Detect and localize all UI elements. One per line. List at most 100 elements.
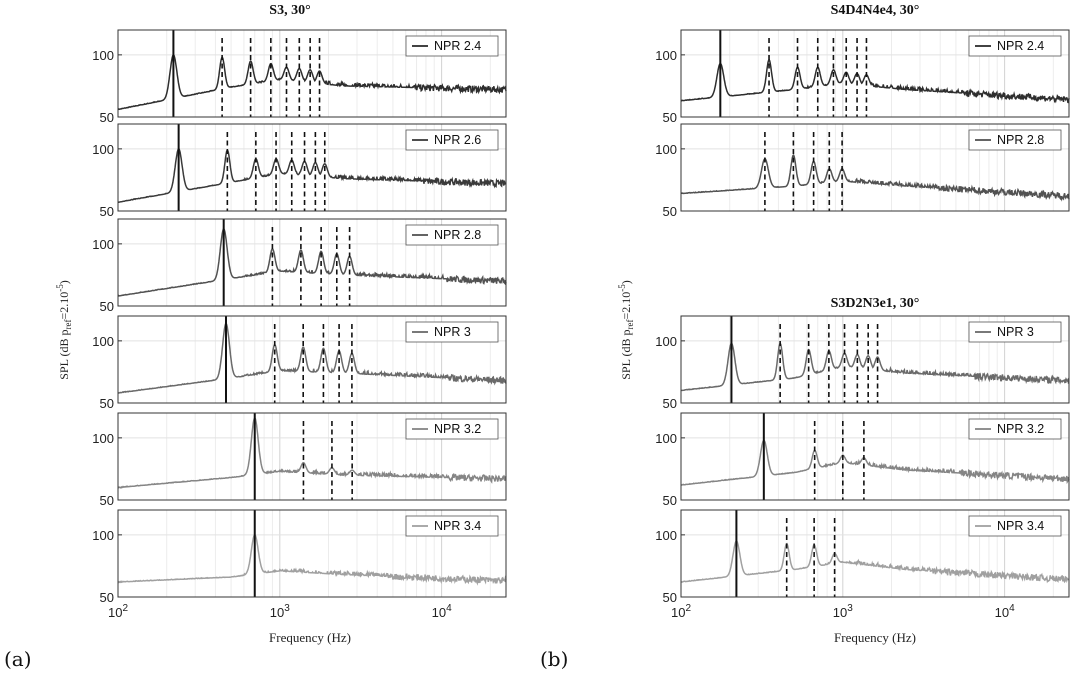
subplot-npr-3: 50 100 NPR 3: [92, 315, 507, 411]
axes-frame: [680, 123, 1070, 212]
spectrum-line-npr-3-4: [117, 533, 507, 586]
axes-frame: [680, 509, 1070, 598]
axes-frame: [680, 315, 1070, 404]
spectrum-line-npr-2-6: [117, 148, 507, 203]
legend-box: [405, 224, 499, 246]
chart-title-s3d2n3e1: S3D2N3e1, 30°: [831, 296, 920, 311]
subplot-npr-2-6: 50 100 NPR 2.6: [92, 123, 507, 219]
y-tick-label: 50: [100, 299, 114, 314]
legend: NPR 2.6: [405, 129, 499, 151]
chart-title-s3: S3, 30°: [269, 3, 310, 18]
spectrum-line-npr-2-8: [117, 227, 507, 297]
y-axis-label-b: SPL (dB pref=2.10-5): [617, 280, 635, 380]
panel-label-a: (a): [4, 647, 32, 671]
subplot-npr-2-8: 50 100 NPR 2.8: [655, 123, 1070, 219]
legend-label-npr-3: NPR 3: [997, 325, 1034, 339]
legend: NPR 2.8: [968, 129, 1062, 151]
y-tick-label: 100: [92, 142, 114, 157]
x-tick-label: 104: [432, 603, 452, 620]
y-axis-label-a: SPL (dB pref=2.10-5): [55, 280, 73, 380]
axes-frame: [117, 218, 507, 307]
legend-box: [968, 418, 1062, 440]
subplot-npr-2-8: 50 100 NPR 2.8: [92, 218, 507, 314]
y-tick-label: 50: [663, 204, 677, 219]
subplot-npr-2-4: 50 100 NPR 2.4: [92, 29, 507, 125]
spectrum-line-npr-2-8: [680, 153, 1070, 202]
subplot-npr-3-4: 50 100 102 103 104 NPR 3.4: [92, 509, 507, 620]
x-axis-label-a: Frequency (Hz): [269, 630, 351, 645]
subplot-npr-3-2: 50 100 NPR 3.2: [655, 412, 1070, 508]
legend-label-npr-3-2: NPR 3.2: [997, 422, 1044, 436]
x-tick-label: 102: [108, 603, 128, 620]
axes-frame: [117, 315, 507, 404]
y-tick-label: 50: [100, 204, 114, 219]
legend-label-npr-2-6: NPR 2.6: [434, 133, 481, 147]
x-tick-label: 104: [995, 603, 1015, 620]
legend-label-npr-3-4: NPR 3.4: [997, 519, 1044, 533]
y-tick-label: 100: [92, 334, 114, 349]
axes-frame: [680, 412, 1070, 501]
legend: NPR 3.4: [405, 515, 499, 537]
y-tick-label: 100: [92, 528, 114, 543]
legend-label-npr-2-4: NPR 2.4: [434, 39, 481, 53]
legend-box: [405, 418, 499, 440]
legend-box: [405, 515, 499, 537]
chart-title-s4d4n4e4: S4D4N4e4, 30°: [831, 3, 920, 18]
legend: NPR 2.8: [405, 224, 499, 246]
spectrum-line-npr-3: [680, 341, 1070, 392]
legend-label-npr-3-2: NPR 3.2: [434, 422, 481, 436]
legend-box: [968, 129, 1062, 151]
legend: NPR 3: [968, 321, 1062, 343]
y-tick-label: 50: [663, 110, 677, 125]
legend-box: [968, 35, 1062, 57]
legend-box: [405, 129, 499, 151]
legend-box: [405, 321, 499, 343]
legend-box: [968, 515, 1062, 537]
subplot-npr-2-4: 50 100 NPR 2.4: [655, 29, 1070, 125]
legend-label-npr-3: NPR 3: [434, 325, 471, 339]
legend: NPR 2.4: [405, 35, 499, 57]
legend: NPR 2.4: [968, 35, 1062, 57]
axes-frame: [117, 123, 507, 212]
axes-frame: [117, 412, 507, 501]
panel-b-subplots: 50 100 NPR 2.4 50 100 NPR 2.8 50 100 NPR 3 50 100 N…: [655, 29, 1070, 620]
y-tick-label: 50: [100, 396, 114, 411]
legend-label-npr-2-4: NPR 2.4: [997, 39, 1044, 53]
y-tick-label: 100: [655, 431, 677, 446]
subplot-npr-3-2: 50 100 NPR 3.2: [92, 412, 507, 508]
y-tick-label: 100: [92, 237, 114, 252]
x-axis-label-b: Frequency (Hz): [834, 630, 916, 645]
legend: NPR 3: [405, 321, 499, 343]
subplot-npr-3: 50 100 NPR 3: [655, 315, 1070, 411]
subplot-npr-3-4: 50 100 102 103 104 NPR 3.4: [655, 509, 1070, 620]
y-tick-label: 100: [655, 48, 677, 63]
spectrum-line-npr-2-4: [681, 58, 1070, 104]
y-tick-label: 50: [100, 590, 114, 605]
spectrum-line-npr-3-4: [680, 540, 1070, 584]
y-tick-label: 100: [92, 48, 114, 63]
legend-box: [968, 321, 1062, 343]
legend-box: [405, 35, 499, 57]
spectrum-line-npr-3-2: [117, 416, 507, 489]
y-tick-label: 50: [100, 110, 114, 125]
legend: NPR 3.2: [405, 418, 499, 440]
x-tick-label: 102: [671, 603, 691, 620]
axes-frame: [117, 509, 507, 598]
spectrum-line-npr-3: [117, 322, 507, 394]
y-tick-label: 50: [663, 396, 677, 411]
y-tick-label: 100: [92, 431, 114, 446]
axes-frame: [680, 29, 1070, 118]
spectrum-line-npr-2-4: [117, 53, 507, 111]
legend: NPR 3.4: [968, 515, 1062, 537]
y-tick-label: 100: [655, 528, 677, 543]
legend-label-npr-3-4: NPR 3.4: [434, 519, 481, 533]
y-tick-label: 50: [663, 493, 677, 508]
x-tick-label: 103: [833, 603, 853, 620]
x-tick-label: 103: [270, 603, 290, 620]
legend-label-npr-2-8: NPR 2.8: [434, 228, 481, 242]
y-tick-label: 50: [663, 590, 677, 605]
y-tick-label: 100: [655, 334, 677, 349]
axes-frame: [117, 29, 507, 118]
